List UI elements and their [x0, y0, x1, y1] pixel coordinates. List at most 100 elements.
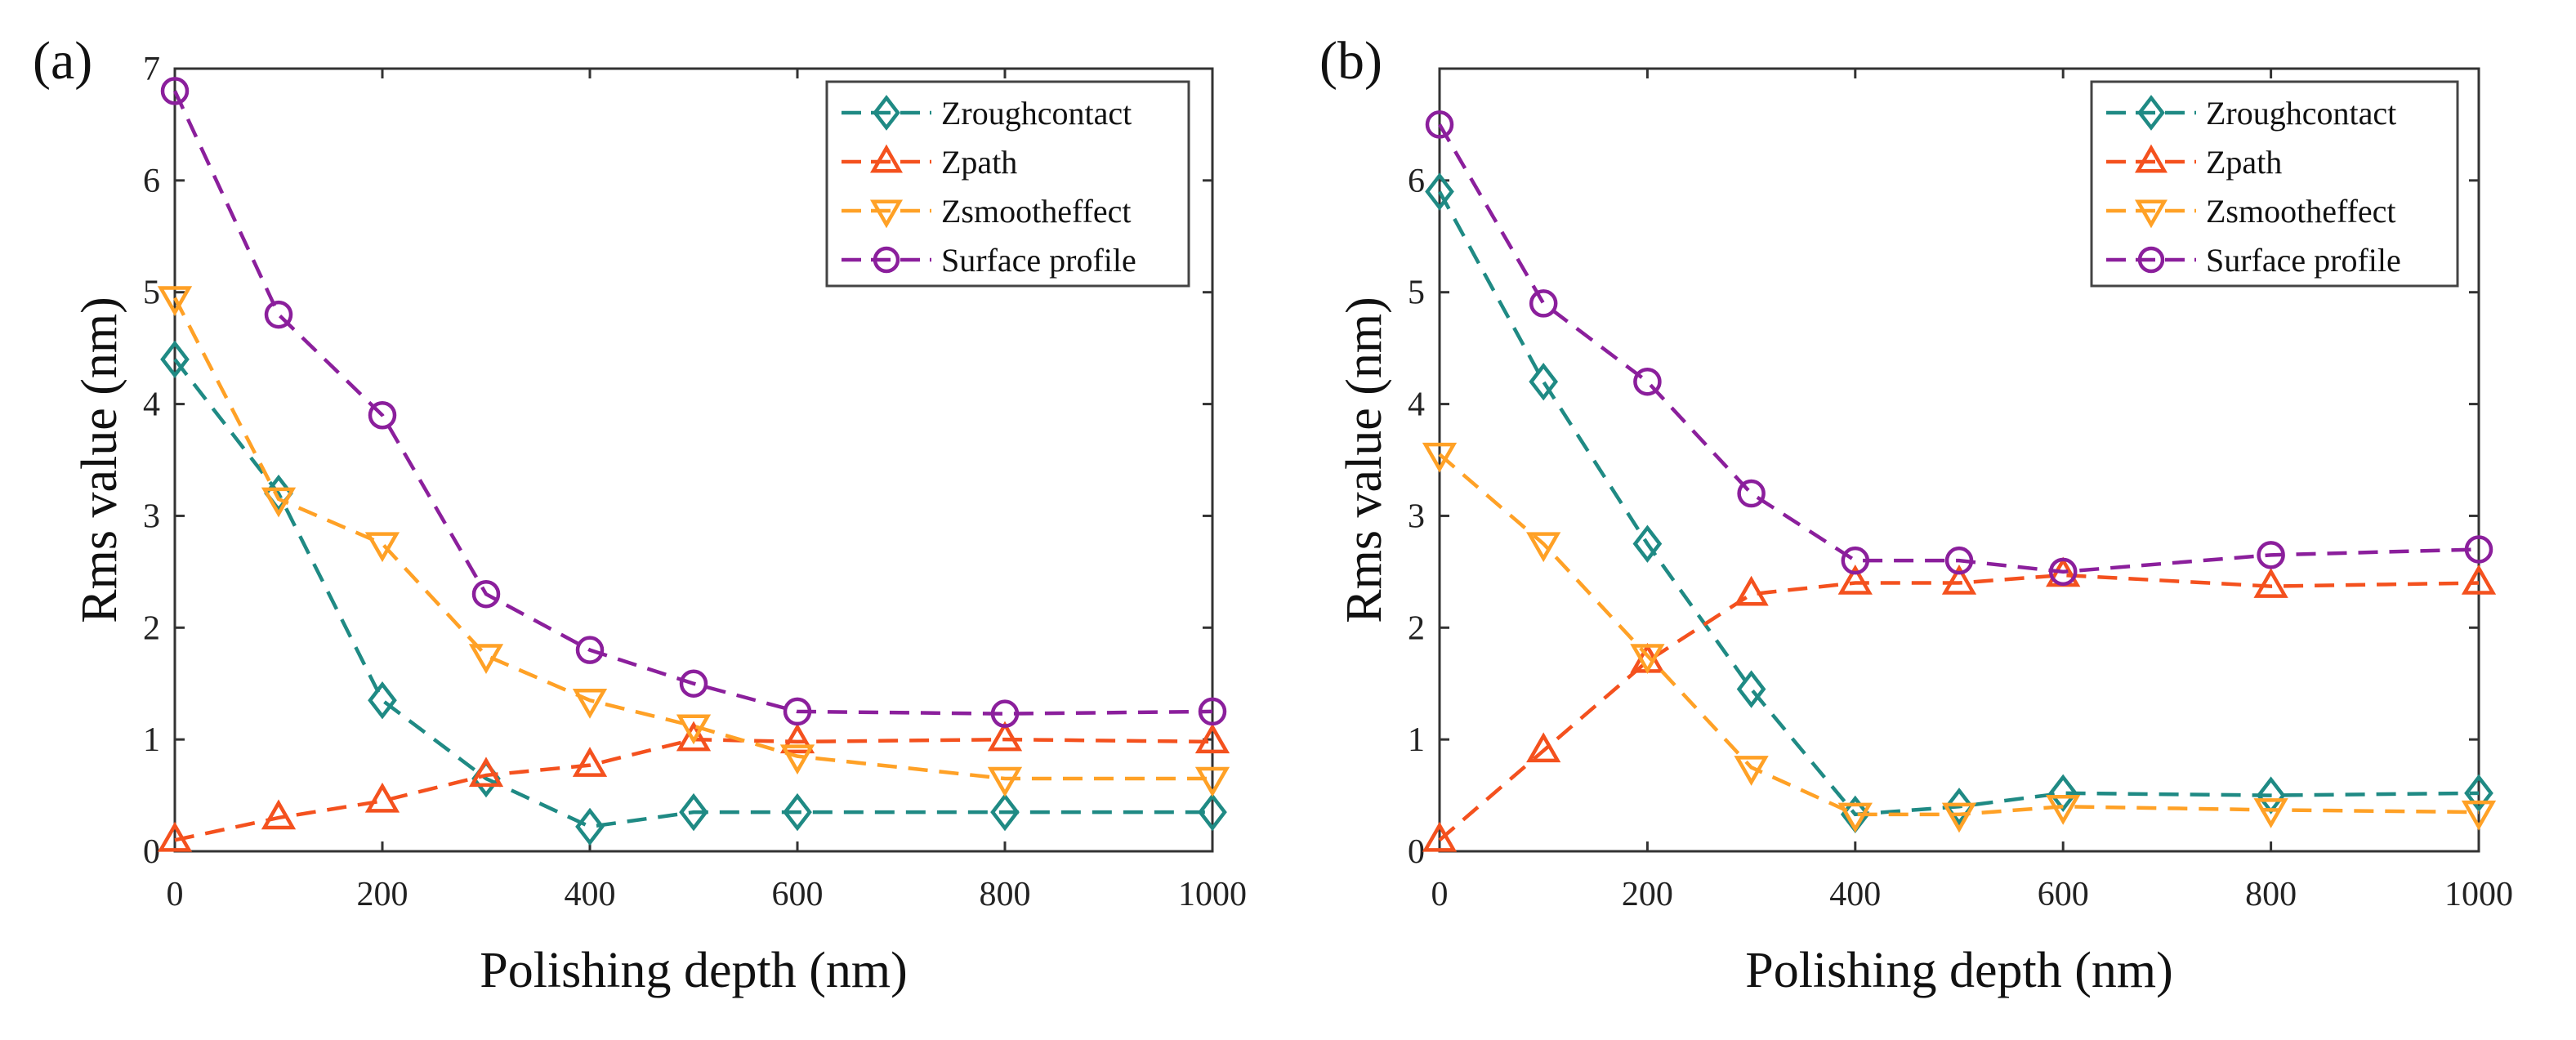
x-tick-label: 0: [167, 876, 184, 913]
triangle-down-marker: [676, 714, 712, 745]
circle-marker: [873, 246, 900, 274]
diamond-marker: [2137, 95, 2165, 131]
triangle-up-marker: [1734, 575, 1769, 606]
triangle-down-marker: [779, 744, 815, 775]
triangle-up-marker: [1194, 723, 1230, 754]
triangle-down-marker: [364, 532, 400, 563]
series-line: [173, 297, 1212, 781]
circle-marker: [2137, 246, 2165, 274]
axes-frame: [1438, 67, 2480, 853]
triangle-up-marker: [1941, 565, 1977, 595]
x-tick-label: 0: [1431, 876, 1449, 913]
x-tick-label: 600: [2038, 876, 2089, 913]
series-line: [1438, 453, 2480, 817]
series-line: [1438, 123, 2480, 574]
diamond-marker: [2464, 774, 2493, 813]
triangle-down-marker: [1194, 766, 1230, 797]
x-tick-label: 200: [357, 876, 408, 913]
x-tick-label: 1000: [1178, 876, 1247, 913]
triangle-up-marker: [2253, 568, 2288, 598]
triangle-up-marker: [364, 782, 400, 813]
x-axis-label: Polishing depth (nm): [1745, 943, 2173, 998]
circle-marker: [990, 699, 1020, 728]
series-zsmootheffect: [157, 286, 1230, 797]
triangle-down-marker: [1630, 644, 1665, 675]
diamond-marker: [2048, 774, 2078, 813]
legend-box: [2090, 80, 2459, 288]
panel-label: (b): [1319, 31, 1382, 91]
legend: Zroughcontact Zpath Zsmootheffect Surface p…: [825, 80, 1190, 288]
diamond-marker: [160, 340, 190, 379]
y-tick-label: 4: [143, 386, 160, 424]
circle-marker: [575, 636, 605, 664]
x-tick-label: 600: [772, 876, 824, 913]
triangle-down-marker: [2461, 800, 2497, 831]
y-tick-label: 1: [143, 721, 160, 759]
diamond-marker: [873, 95, 900, 131]
legend-entry: Zsmootheffect: [941, 193, 1132, 230]
triangle-down-marker: [2253, 798, 2288, 828]
legend: Zroughcontact Zpath Zsmootheffect Surface p…: [2090, 80, 2459, 288]
diamond-marker: [368, 681, 397, 720]
diamond-marker: [1529, 363, 1559, 401]
diamond-marker: [1632, 524, 1663, 563]
series-surface-profile: [160, 77, 1227, 728]
circle-marker: [1633, 367, 1662, 396]
series-zroughcontact: [160, 340, 1227, 846]
y-tick-label: 5: [1408, 275, 1425, 312]
series-zsmootheffect: [1422, 442, 2497, 833]
series-line: [1438, 573, 2480, 842]
triangle-down-marker: [1941, 802, 1977, 833]
legend-box: [825, 80, 1190, 288]
circle-marker: [2464, 535, 2493, 564]
diamond-marker: [1198, 792, 1227, 832]
triangle-down-marker: [261, 487, 297, 518]
y-tick-label: 2: [143, 609, 160, 647]
triangle-down-marker: [2135, 199, 2168, 229]
circle-marker: [1198, 697, 1227, 726]
legend-entry: Zroughcontact: [941, 95, 1132, 132]
triangle-up-marker: [2461, 565, 2497, 595]
triangle-up-marker: [1837, 565, 1873, 595]
y-tick-label: 0: [143, 833, 160, 871]
legend-entry: Zsmootheffect: [2206, 193, 2396, 230]
y-tick-label: 3: [1408, 498, 1425, 535]
legend-entry: Surface profile: [2206, 242, 2401, 279]
triangle-up-marker: [779, 723, 815, 754]
diamond-marker: [679, 792, 708, 832]
triangle-up-marker: [2135, 144, 2168, 173]
diamond-marker: [1944, 788, 1974, 826]
circle-marker: [1737, 479, 1766, 508]
circle-marker: [1529, 289, 1558, 318]
y-tick-label: 5: [143, 275, 160, 312]
circle-marker: [471, 579, 501, 609]
diamond-marker: [783, 792, 812, 832]
legend-entry: Surface profile: [941, 242, 1136, 279]
circle-marker: [264, 300, 293, 329]
triangle-down-marker: [1734, 756, 1769, 786]
diamond-marker: [990, 792, 1020, 832]
triangle-up-marker: [468, 757, 504, 788]
triangle-down-marker: [572, 688, 608, 719]
triangle-down-marker: [2046, 795, 2081, 825]
y-axis-label: Rms value (nm): [1337, 297, 1392, 623]
y-axis-label: Rms value (nm): [72, 297, 127, 623]
x-tick-label: 1000: [2444, 876, 2513, 913]
diamond-marker: [575, 807, 605, 846]
x-axis-label: Polishing depth (nm): [480, 943, 908, 998]
y-tick-label: 6: [143, 163, 160, 200]
y-tick-label: 2: [1408, 609, 1425, 647]
triangle-up-marker: [1526, 732, 1561, 763]
series-line: [172, 90, 1213, 716]
x-tick-label: 800: [2245, 876, 2297, 913]
circle-marker: [368, 401, 397, 430]
legend-entry: Zpath: [941, 144, 1017, 181]
y-tick-label: 1: [1408, 721, 1425, 759]
diamond-marker: [1425, 172, 1454, 211]
legend-entry: Zroughcontact: [2206, 95, 2396, 132]
triangle-down-marker: [987, 766, 1023, 797]
circle-marker: [2257, 541, 2285, 569]
x-tick-label: 400: [565, 876, 616, 913]
series-line: [1438, 190, 2480, 817]
